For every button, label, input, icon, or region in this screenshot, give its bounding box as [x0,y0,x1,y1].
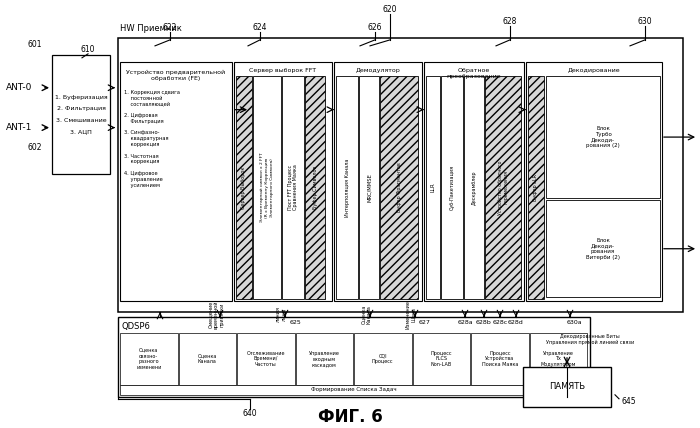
Bar [334,62,422,301]
Text: Демодулятор: Демодулятор [356,68,400,73]
Bar [118,38,683,312]
Text: ФИГ. 6: ФИГ. 6 [318,408,382,426]
Bar [178,333,236,385]
Text: 622: 622 [163,24,177,33]
Text: HW Приемник: HW Приемник [120,24,182,33]
Text: Буфер Фрагментов: Буфер Фрагментов [396,163,402,212]
Text: Отслеживание
Времени/
Частоты: Отслеживание Времени/ Частоты [246,351,285,367]
Text: 640: 640 [243,409,258,418]
Text: 628: 628 [503,18,517,27]
Bar [295,333,353,385]
Bar [237,333,295,385]
Text: QDSP6: QDSP6 [121,322,150,331]
Text: 628c: 628c [492,320,508,324]
Text: 610: 610 [80,45,95,54]
Bar [354,333,412,385]
Text: 620: 620 [383,6,398,15]
Text: Изменение
Шума: Изменение Шума [405,300,416,329]
Text: CQI
Процесс: CQI Процесс [372,354,393,364]
Text: 1. Коррекция сдвига
    постоянной
    составляющей

2. Цифровая
    Фильтрация
: 1. Коррекция сдвига постоянной составляю… [124,90,180,187]
Text: Оценка
Канала: Оценка Канала [360,305,372,324]
Text: Устройство предварительной
обработки (FE): Устройство предварительной обработки (FE… [127,70,225,81]
Text: 645: 645 [621,397,636,406]
Bar [546,76,660,199]
Bar [546,200,660,297]
Text: Суб-Пакетизация: Суб-Пакетизация [449,165,454,210]
Bar [529,333,587,385]
Text: 627: 627 [419,320,431,324]
Text: 1. Буферизация

2. Фильтрация

3. Смешивание

3. АЦП: 1. Буферизация 2. Фильтрация 3. Смешиван… [55,95,107,134]
Bar [441,76,463,299]
Text: Оценка
связно-
разного
изменени: Оценка связно- разного изменени [136,348,162,370]
Bar [485,76,521,299]
Text: MRC/MMSE: MRC/MMSE [367,173,372,202]
Bar [424,62,524,301]
Text: линия
линц: линия линц [276,306,286,322]
Text: LLR: LLR [430,183,435,192]
Text: Дескрамблер: Дескрамблер [472,170,477,205]
Text: Управление
входным
каскадом: Управление входным каскадом [309,351,340,367]
Bar [336,76,358,299]
Bar [118,317,590,397]
Text: Интерполяция Канала: Интерполяция Канала [344,158,349,217]
Text: Декодированные Биты
Управления прямой линией связи: Декодированные Биты Управления прямой ли… [546,334,634,345]
Bar [120,385,588,395]
Bar [380,76,418,299]
Text: Обратное
преобразование: Обратное преобразование [447,68,501,79]
Bar [464,76,484,299]
Text: ПАМЯТЬ: ПАМЯТЬ [549,382,585,391]
Bar [359,76,379,299]
Bar [253,76,281,299]
Bar [523,367,611,407]
Text: Блок
Декоди-
рования
Витерби (2): Блок Декоди- рования Витерби (2) [586,238,620,260]
Bar [426,76,440,299]
Text: Пост FFT Процесс
Сравнения Маяка: Пост FFT Процесс Сравнения Маяка [288,164,298,211]
Text: Сервер Выборок: Сервер Выборок [241,166,246,208]
Bar [305,76,325,299]
Text: 628b: 628b [476,320,492,324]
Text: 630a: 630a [566,320,582,324]
Bar [471,333,528,385]
Text: 628d: 628d [508,320,524,324]
Text: 630: 630 [638,18,652,27]
Text: Процесс
FLCS
Non-LAB: Процесс FLCS Non-LAB [430,351,452,367]
Text: Элементарный символ х 2 FFT
(R x Временну Коррекцию
Элементарного Символа): Элементарный символ х 2 FFT (R x Временн… [260,153,274,222]
Text: Управление
Tx
Модулятором: Управление Tx Модулятором [540,351,576,367]
Text: ANT-0: ANT-0 [6,83,32,92]
Text: Оценка
Канала: Оценка Канала [197,354,217,364]
Text: Процесс
Устройства
Поиска Маяка: Процесс Устройства Поиска Маяка [482,351,518,367]
Text: Буфер LLR: Буфер LLR [533,174,538,201]
Text: Декодирование: Декодирование [568,68,620,73]
Bar [528,76,544,299]
Text: 626: 626 [368,24,382,33]
Text: ANT-1: ANT-1 [6,123,32,132]
Bar [282,76,304,299]
Bar [526,62,662,301]
Text: 628a: 628a [457,320,473,324]
Text: Смещение
временной
привязки: Смещение временной привязки [208,300,225,329]
Bar [120,333,178,385]
Text: 624: 624 [253,24,267,33]
Text: Блок
Турбо
Декоди-
рования (2): Блок Турбо Декоди- рования (2) [586,126,620,148]
Text: Формирование Списка Задач: Формирование Списка Задач [312,387,397,392]
Text: 602: 602 [28,143,43,152]
Text: 625: 625 [289,320,301,324]
Bar [52,55,110,175]
Bar [120,62,232,301]
Bar [236,76,252,299]
Text: Сервер выборок FFT: Сервер выборок FFT [249,68,316,73]
Bar [412,333,470,385]
Text: Устройство обратного
перемежения: Устройство обратного перемежения [498,160,508,215]
Bar [234,62,332,301]
Text: Буфер Символов: Буфер Символов [312,166,318,209]
Text: 601: 601 [28,40,43,49]
